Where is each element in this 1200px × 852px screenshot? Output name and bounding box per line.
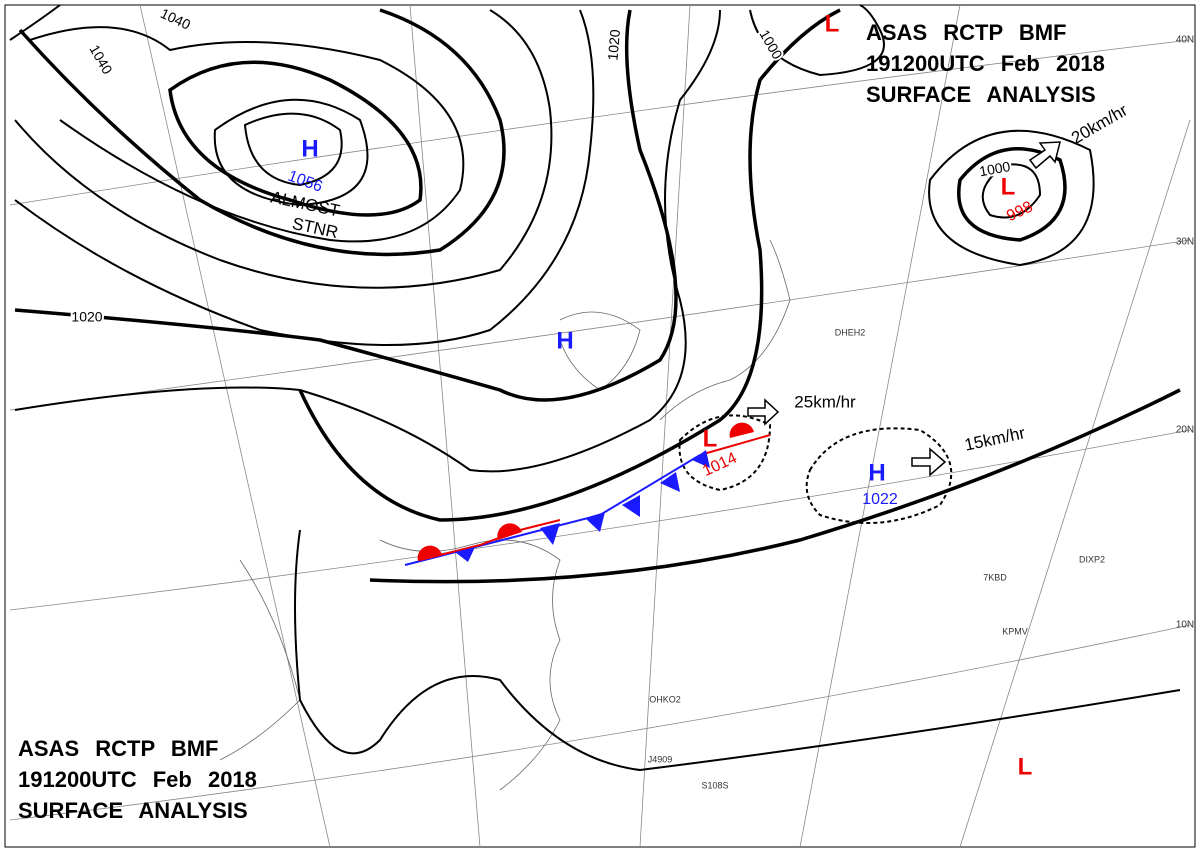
latitude-label: 30N [1176, 237, 1194, 248]
header-text: 191200UTC Feb 2018 [866, 51, 1105, 76]
latitude-label: 20N [1176, 425, 1194, 436]
graticule [9, 4, 1191, 848]
station-id: DHEH2 [835, 327, 866, 337]
motion-label: 25km/hr [794, 392, 856, 411]
station-id: J4909 [648, 754, 673, 764]
low-center: L [703, 425, 718, 452]
low-center: L [825, 10, 840, 37]
header-text: ASAS RCTP BMF [866, 20, 1067, 45]
low-center: L [1001, 173, 1016, 200]
motion-arrows [747, 141, 1061, 477]
frame [4, 4, 1196, 848]
header-text: ASAS RCTP BMF [18, 736, 219, 761]
station-id: DIXP2 [1079, 554, 1105, 564]
fronts [404, 422, 771, 566]
high-center: H [556, 327, 573, 354]
header-text: 191200UTC Feb 2018 [18, 767, 257, 792]
station-id: 7KBD [983, 572, 1007, 582]
station-id: S108S [701, 780, 728, 790]
isobars [9, 4, 1181, 772]
latitude-label: 10N [1176, 620, 1194, 631]
latitude-label: 40N [1176, 35, 1194, 46]
center-pressure: 1022 [862, 491, 898, 508]
header-text: SURFACE ANALYSIS [866, 82, 1096, 107]
high-center: H [868, 459, 885, 486]
high-center: H [301, 135, 318, 162]
isobar-label: 1020 [604, 28, 623, 61]
station-id: KPMV [1002, 626, 1028, 636]
header-text: SURFACE ANALYSIS [18, 798, 248, 823]
isobar-label: 1020 [71, 309, 102, 325]
station-id: OHKO2 [649, 694, 681, 704]
low-center: L [1018, 753, 1033, 780]
